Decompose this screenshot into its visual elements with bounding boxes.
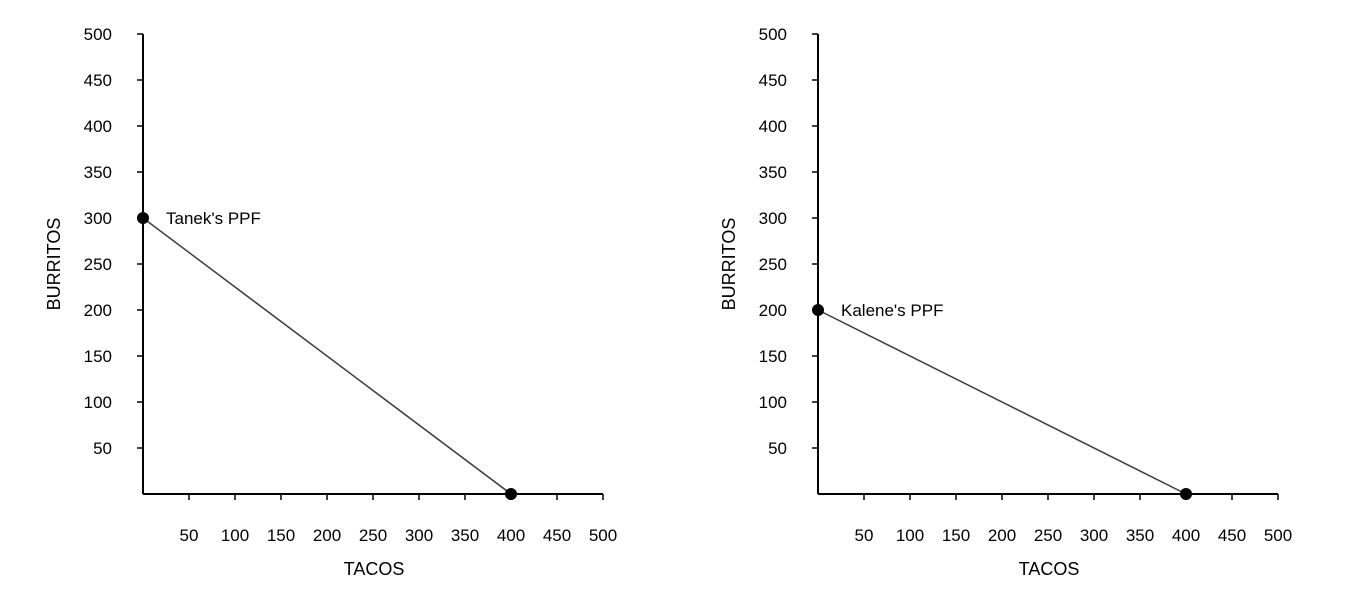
x-tick-label: 450: [543, 526, 571, 545]
x-tick-label: 50: [180, 526, 199, 545]
y-tick-label: 500: [759, 25, 787, 44]
x-tick-label: 100: [896, 526, 924, 545]
y-tick-label: 450: [759, 71, 787, 90]
y-tick-label: 150: [84, 347, 112, 366]
ppf-label: Kalene's PPF: [841, 301, 943, 320]
ppf-point: [1180, 488, 1192, 500]
y-tick-label: 50: [93, 439, 112, 458]
y-axis-label: BURRITOS: [44, 218, 64, 311]
ppf-point: [505, 488, 517, 500]
x-tick-label: 350: [451, 526, 479, 545]
x-tick-label: 200: [313, 526, 341, 545]
x-tick-label: 500: [589, 526, 617, 545]
y-tick-label: 200: [84, 301, 112, 320]
x-tick-label: 350: [1126, 526, 1154, 545]
x-tick-label: 400: [497, 526, 525, 545]
y-tick-label: 350: [84, 163, 112, 182]
y-tick-label: 400: [759, 117, 787, 136]
y-tick-label: 300: [759, 209, 787, 228]
x-tick-label: 250: [359, 526, 387, 545]
ppf-label: Tanek's PPF: [166, 209, 261, 228]
x-tick-label: 150: [267, 526, 295, 545]
x-axis-label: TACOS: [344, 559, 405, 579]
y-tick-label: 200: [759, 301, 787, 320]
ppf-line: [817, 309, 1187, 495]
x-tick-label: 300: [1080, 526, 1108, 545]
y-tick-label: 250: [759, 255, 787, 274]
chart-2: 50 100 150 200 250 300 350 400 450 500 50 100 150 200…: [719, 25, 1292, 579]
y-tick-label: 150: [759, 347, 787, 366]
x-tick-label: 50: [855, 526, 874, 545]
ppf-point: [812, 304, 824, 316]
x-tick-label: 500: [1264, 526, 1292, 545]
x-tick-label: 100: [221, 526, 249, 545]
y-tick-label: 100: [759, 393, 787, 412]
x-tick-label: 250: [1034, 526, 1062, 545]
y-tick-label: 350: [759, 163, 787, 182]
x-tick-label: 300: [405, 526, 433, 545]
y-axis-label: BURRITOS: [719, 218, 739, 311]
y-tick-label: 250: [84, 255, 112, 274]
y-tick-label: 300: [84, 209, 112, 228]
y-tick-label: 50: [768, 439, 787, 458]
y-tick-label: 500: [84, 25, 112, 44]
x-tick-label: 150: [942, 526, 970, 545]
ppf-line: [142, 217, 512, 495]
x-tick-label: 200: [988, 526, 1016, 545]
ppf-point: [137, 212, 149, 224]
y-tick-label: 400: [84, 117, 112, 136]
y-tick-label: 100: [84, 393, 112, 412]
y-tick-label: 450: [84, 71, 112, 90]
x-tick-label: 400: [1172, 526, 1200, 545]
chart-1: 50 100 150 200 250 300 350 400 450 500 50 100 150 200…: [44, 25, 617, 579]
x-axis-label: TACOS: [1019, 559, 1080, 579]
x-tick-label: 450: [1218, 526, 1246, 545]
